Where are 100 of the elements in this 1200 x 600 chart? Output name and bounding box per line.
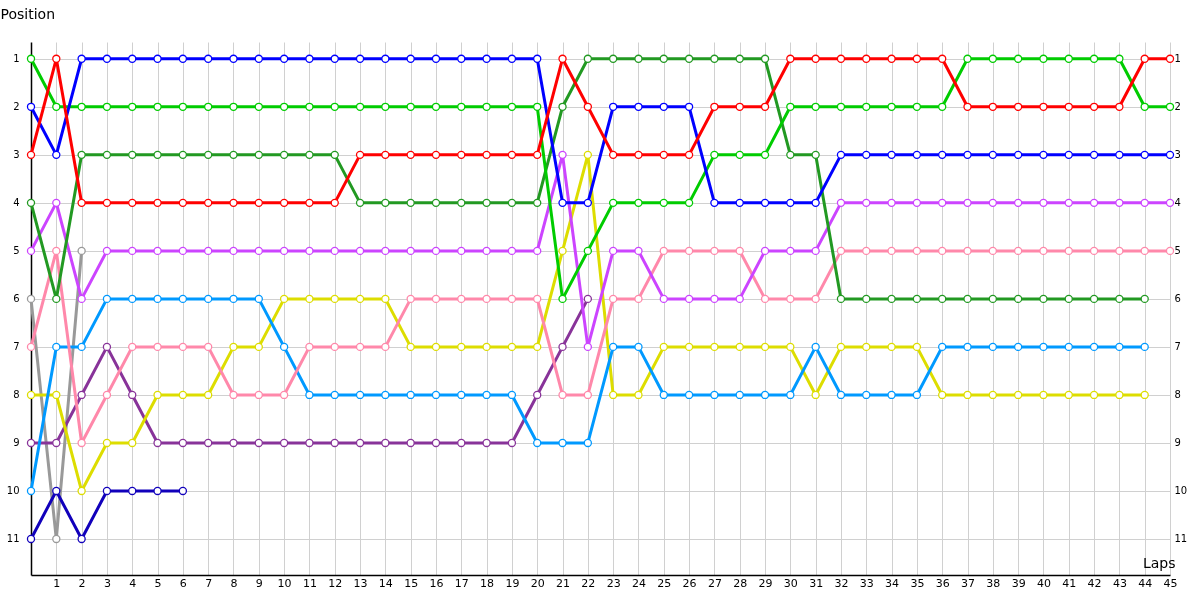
- x-tick-label: 3: [103, 576, 111, 590]
- y2-tick-label: 9: [1174, 437, 1181, 449]
- point: [912, 342, 922, 352]
- point: [305, 294, 314, 304]
- y-tick-label: 4: [13, 197, 20, 209]
- point: [836, 150, 846, 160]
- point: [279, 54, 289, 63]
- point: [229, 198, 238, 208]
- point: [482, 294, 491, 304]
- point: [26, 534, 36, 544]
- point: [583, 294, 593, 304]
- point: [760, 390, 770, 400]
- x-tick-label: 18: [480, 576, 495, 590]
- point: [355, 342, 365, 352]
- point: [457, 150, 466, 160]
- point: [558, 390, 567, 400]
- point: [583, 54, 593, 63]
- point: [1039, 54, 1048, 63]
- point: [1013, 294, 1023, 304]
- point: [659, 294, 668, 304]
- point: [52, 342, 61, 352]
- point: [381, 54, 390, 63]
- point: [786, 246, 795, 256]
- point: [330, 150, 339, 160]
- point: [1039, 390, 1048, 400]
- point: [406, 342, 415, 352]
- point: [735, 102, 744, 111]
- point: [1013, 54, 1023, 63]
- point: [938, 342, 947, 352]
- point: [507, 294, 517, 304]
- point: [811, 246, 820, 256]
- point: [330, 390, 339, 400]
- point: [482, 150, 491, 160]
- point: [457, 102, 466, 111]
- x-tick-label: 39: [1011, 576, 1026, 590]
- point: [52, 486, 61, 496]
- point: [1140, 246, 1149, 256]
- point: [760, 198, 770, 208]
- y-tick-label: 1: [13, 53, 20, 65]
- point: [634, 54, 643, 63]
- point: [1115, 246, 1124, 256]
- point: [811, 54, 820, 63]
- point: [887, 342, 896, 352]
- point: [381, 102, 390, 111]
- point: [583, 198, 593, 208]
- point: [533, 390, 542, 400]
- point: [381, 294, 390, 304]
- x-tick-label: 28: [733, 576, 748, 590]
- point: [26, 342, 36, 352]
- point: [533, 342, 542, 352]
- point: [203, 246, 213, 256]
- point: [938, 102, 947, 111]
- point: [836, 390, 846, 400]
- point: [26, 54, 36, 63]
- point: [1039, 198, 1048, 208]
- point: [1013, 342, 1023, 352]
- point: [229, 246, 238, 256]
- point: [254, 294, 263, 304]
- point: [1013, 150, 1023, 160]
- x-tick-label: 11: [302, 576, 317, 590]
- point: [533, 294, 542, 304]
- point: [178, 294, 188, 304]
- point: [279, 246, 289, 256]
- point: [938, 198, 947, 208]
- point: [659, 246, 668, 256]
- point: [153, 438, 162, 448]
- point: [836, 294, 846, 304]
- point: [203, 54, 213, 63]
- point: [229, 102, 238, 111]
- point: [912, 198, 922, 208]
- point: [963, 198, 972, 208]
- point: [153, 102, 162, 111]
- point: [355, 150, 365, 160]
- point: [1089, 54, 1099, 63]
- point: [128, 246, 137, 256]
- y-tick-label: 5: [13, 245, 20, 257]
- point: [988, 54, 998, 63]
- point: [558, 438, 567, 448]
- point: [431, 438, 441, 448]
- x-tick-label: 29: [758, 576, 773, 590]
- point: [26, 486, 36, 496]
- point: [26, 390, 36, 400]
- x-tick-label: 16: [429, 576, 444, 590]
- point: [153, 150, 162, 160]
- point: [406, 150, 415, 160]
- point: [811, 150, 820, 160]
- point: [178, 342, 188, 352]
- point: [811, 342, 820, 352]
- x-tick-label: 15: [404, 576, 419, 590]
- point: [52, 534, 61, 544]
- point: [77, 390, 86, 400]
- point: [608, 246, 618, 256]
- point: [279, 390, 289, 400]
- point: [305, 102, 314, 111]
- point: [229, 342, 238, 352]
- point: [1140, 150, 1149, 160]
- point: [1064, 54, 1073, 63]
- x-tick-label: 24: [631, 576, 646, 590]
- point: [988, 390, 998, 400]
- x-tick-label: 5: [154, 576, 162, 590]
